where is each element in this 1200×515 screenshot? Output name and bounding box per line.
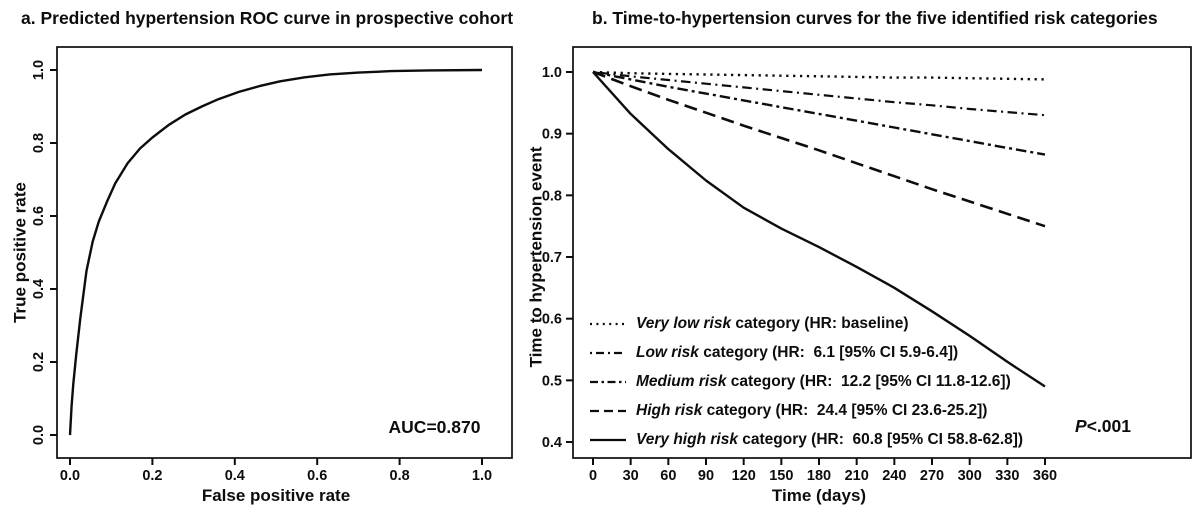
panel-a-roc-chart: 0.0 0.2 0.4 0.6 0.8 1.0 0.0 0.2 0.4 0.6 0.8 1.0 Fals… — [0, 0, 570, 515]
svg-text:0.2: 0.2 — [31, 352, 47, 372]
svg-text:0.4: 0.4 — [31, 279, 47, 299]
legend-item-medium-risk: Medium risk category (HR: 12.2 [95% CI 1… — [590, 367, 1023, 396]
svg-text:Time (days): Time (days) — [772, 486, 866, 505]
legend-item-low-risk: Low risk category (HR: 6.1 [95% CI 5.9-6… — [590, 338, 1023, 367]
svg-text:0.6: 0.6 — [542, 312, 562, 328]
svg-text:120: 120 — [732, 468, 756, 484]
svg-text:240: 240 — [882, 468, 906, 484]
svg-text:1.0: 1.0 — [472, 468, 492, 484]
svg-text:150: 150 — [769, 468, 793, 484]
legend-label: High risk category (HR: 24.4 [95% CI 23.… — [636, 401, 988, 419]
svg-text:True positive rate: True positive rate — [11, 182, 30, 323]
legend-item-very-low-risk: Very low risk category (HR: baseline) — [590, 309, 1023, 338]
dotted-line-sample-icon — [590, 322, 626, 325]
svg-text:270: 270 — [920, 468, 944, 484]
legend-label: Very high risk category (HR: 60.8 [95% C… — [636, 430, 1024, 448]
svg-text:360: 360 — [1033, 468, 1057, 484]
roc-chart-canvas: 0.0 0.2 0.4 0.6 0.8 1.0 0.0 0.2 0.4 0.6 0.8 1.0 Fals… — [11, 46, 513, 505]
svg-text:0.8: 0.8 — [390, 468, 410, 484]
panel-b-title: b. Time-to-hypertension curves for the f… — [592, 8, 1158, 28]
svg-text:330: 330 — [995, 468, 1019, 484]
svg-text:300: 300 — [958, 468, 982, 484]
legend-label: Very low risk category (HR: baseline) — [636, 314, 909, 332]
svg-text:1.0: 1.0 — [542, 65, 562, 81]
svg-text:0.4: 0.4 — [225, 468, 245, 484]
twodash-line-sample-icon — [590, 380, 626, 383]
svg-text:1.0: 1.0 — [31, 60, 47, 80]
auc-annotation: AUC=0.870 — [388, 417, 481, 437]
survival-chart-canvas: 0 30 60 90 120 150 180 210 240 270 300 330 360 0.4 0.5… — [527, 46, 1192, 505]
solid-line-sample-icon — [590, 438, 626, 441]
svg-text:0.2: 0.2 — [142, 468, 162, 484]
svg-text:0.7: 0.7 — [542, 250, 562, 266]
panel-a-title: a. Predicted hypertension ROC curve in p… — [21, 8, 514, 28]
svg-text:0.0: 0.0 — [60, 468, 80, 484]
svg-text:30: 30 — [623, 468, 639, 484]
dashed-line-sample-icon — [590, 409, 626, 412]
dashdot-line-sample-icon — [590, 351, 626, 354]
svg-text:0.6: 0.6 — [307, 468, 327, 484]
svg-text:180: 180 — [807, 468, 831, 484]
panel-b-survival-chart: 0 30 60 90 120 150 180 210 240 270 300 330 360 0.4 0.5… — [520, 0, 1200, 515]
svg-text:210: 210 — [845, 468, 869, 484]
svg-text:0.5: 0.5 — [542, 373, 562, 389]
legend-label: Low risk category (HR: 6.1 [95% CI 5.9-6… — [636, 343, 959, 361]
svg-text:0.9: 0.9 — [542, 127, 562, 143]
svg-text:0.4: 0.4 — [542, 435, 562, 451]
legend: Very low risk category (HR: baseline) Lo… — [590, 309, 1023, 454]
svg-text:False positive rate: False positive rate — [202, 486, 350, 505]
legend-item-very-high-risk: Very high risk category (HR: 60.8 [95% C… — [590, 425, 1023, 454]
svg-text:0.6: 0.6 — [31, 206, 47, 226]
svg-text:90: 90 — [698, 468, 714, 484]
svg-text:0.8: 0.8 — [542, 188, 562, 204]
p-value-annotation: P<.001 — [1075, 416, 1131, 436]
svg-text:0: 0 — [589, 468, 597, 484]
legend-label: Medium risk category (HR: 12.2 [95% CI 1… — [636, 372, 1011, 390]
svg-text:Time to hypertension event: Time to hypertension event — [527, 146, 546, 367]
svg-text:0.8: 0.8 — [31, 133, 47, 153]
svg-text:60: 60 — [660, 468, 676, 484]
legend-item-high-risk: High risk category (HR: 24.4 [95% CI 23.… — [590, 396, 1023, 425]
svg-text:0.0: 0.0 — [31, 425, 47, 445]
